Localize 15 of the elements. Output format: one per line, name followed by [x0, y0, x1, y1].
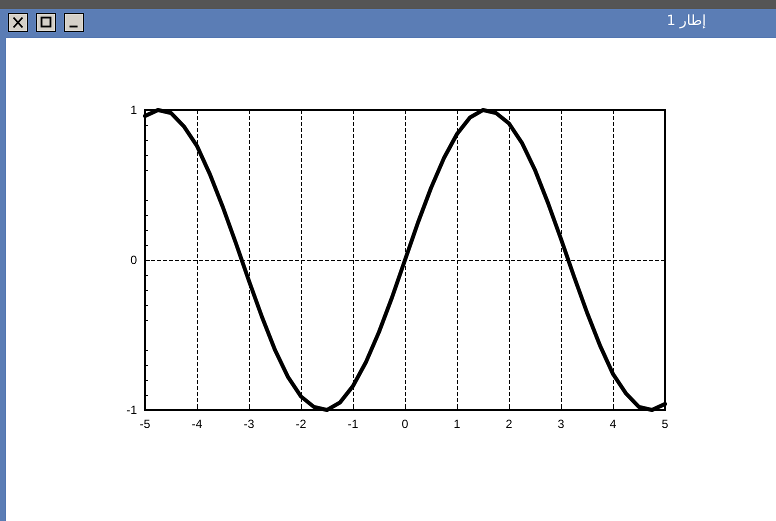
x-tick-label: 0: [402, 417, 409, 431]
y-tick-label: 0: [130, 253, 138, 267]
x-tick-label: -5: [140, 417, 151, 431]
y-tick-label: -1: [126, 403, 138, 417]
y-tick-label: 1: [130, 103, 138, 117]
x-tick-label: 5: [662, 417, 669, 431]
x-tick-label: -1: [348, 417, 359, 431]
chart-title: إطار 1: [666, 13, 706, 29]
x-tick-label: 4: [610, 417, 617, 431]
x-tick-label: 2: [506, 417, 513, 431]
x-tick-label: 3: [558, 417, 565, 431]
x-tick-label: -2: [296, 417, 307, 431]
x-tick-label: -3: [244, 417, 255, 431]
x-tick-label: -4: [192, 417, 203, 431]
x-tick-label: 1: [454, 417, 461, 431]
